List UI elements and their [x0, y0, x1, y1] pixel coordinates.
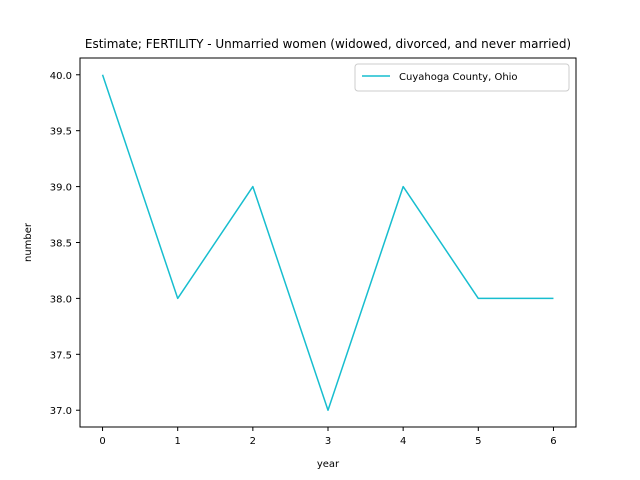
y-tick-label: 38.5 — [50, 239, 72, 250]
x-tick-label: 4 — [400, 436, 406, 447]
y-tick-label: 38.0 — [50, 294, 72, 305]
x-tick-label: 3 — [325, 436, 331, 447]
y-tick-label: 37.0 — [50, 406, 72, 417]
legend-box — [354, 63, 570, 92]
x-axis: 0 1 2 3 4 5 6 — [99, 427, 557, 447]
y-axis-label: number — [23, 222, 34, 262]
plot-area — [101, 74, 554, 411]
x-tick-label: 5 — [475, 436, 481, 447]
legend: Cuyahoga County, Ohio — [354, 63, 570, 92]
x-tick-label: 2 — [250, 436, 256, 447]
x-axis-label: year — [317, 459, 340, 470]
y-tick-label: 39.5 — [50, 127, 72, 138]
x-tick-label: 1 — [175, 436, 181, 447]
series-line — [101, 74, 554, 411]
y-axis: 37.0 37.5 38.0 38.5 39.0 39.5 40.0 — [50, 71, 80, 417]
y-tick-label: 37.5 — [50, 350, 72, 361]
y-tick-label: 39.0 — [50, 183, 72, 194]
x-tick-label: 6 — [550, 436, 556, 447]
y-tick-label: 40.0 — [50, 71, 72, 82]
legend-label: Cuyahoga County, Ohio — [399, 72, 518, 83]
chart-title: Estimate; FERTILITY - Unmarried women (w… — [85, 37, 571, 51]
x-tick-label: 0 — [99, 436, 105, 447]
